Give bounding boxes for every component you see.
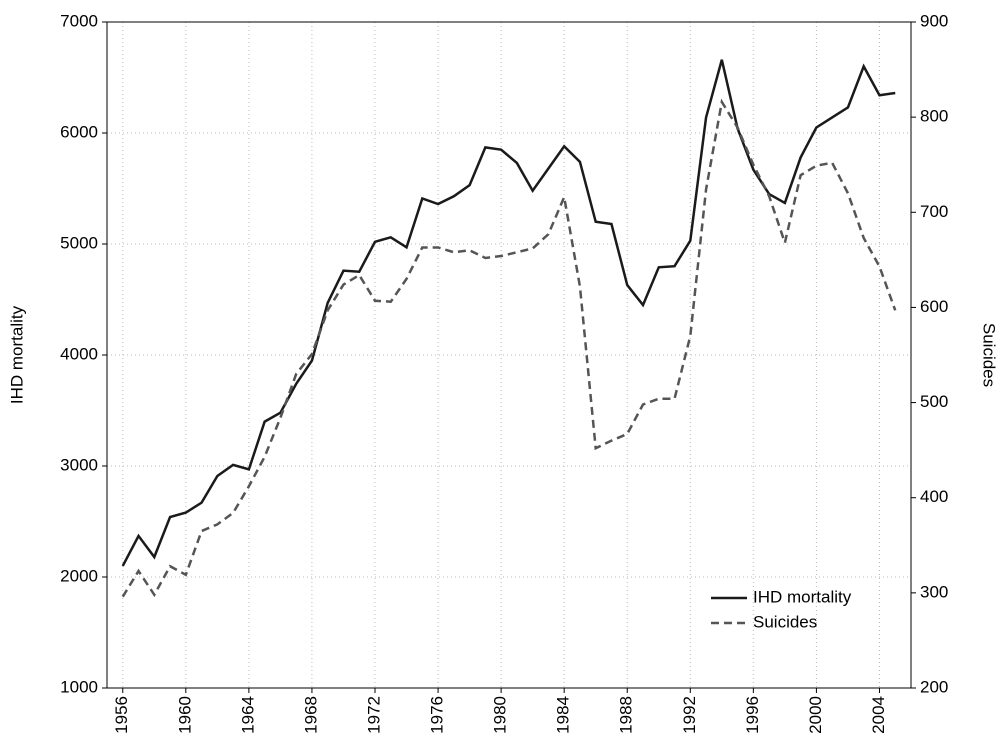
y-tick-label: 3000	[60, 455, 98, 474]
y-tick-label: 4000	[60, 344, 98, 363]
y2-tick-label: 900	[920, 11, 948, 30]
x-tick-label: 1968	[301, 696, 320, 734]
plot-frame	[106, 21, 912, 689]
y2-axis-label: Suicides	[980, 323, 999, 387]
x-tick-label: 1996	[743, 696, 762, 734]
y-axis-label: IHD mortality	[7, 305, 26, 404]
y-tick-label: 1000	[60, 677, 98, 696]
x-tick-label: 2000	[806, 696, 825, 734]
x-tick-label: 1976	[428, 696, 447, 734]
x-tick-label: 1964	[238, 696, 257, 734]
y-tick-label: 5000	[60, 233, 98, 252]
x-tick-label: 1992	[680, 696, 699, 734]
y2-tick-label: 200	[920, 677, 948, 696]
y2-tick-label: 400	[920, 487, 948, 506]
x-tick-label: 1980	[491, 696, 510, 734]
x-tick-label: 1988	[617, 696, 636, 734]
legend-label: Suicides	[753, 612, 817, 631]
y2-tick-label: 500	[920, 392, 948, 411]
y2-tick-label: 700	[920, 202, 948, 221]
x-tick-label: 1956	[112, 696, 131, 734]
legend-label: IHD mortality	[753, 587, 852, 606]
y-tick-label: 7000	[60, 11, 98, 30]
y2-tick-label: 300	[920, 582, 948, 601]
x-tick-label: 1972	[364, 696, 383, 734]
line-series	[121, 98, 897, 598]
x-tick-label: 2004	[869, 696, 888, 734]
y2-tick-label: 600	[920, 297, 948, 316]
x-tick-label: 1984	[554, 696, 573, 734]
x-tick-label: 1960	[175, 696, 194, 734]
line-series	[121, 59, 896, 567]
y-tick-label: 2000	[60, 566, 98, 585]
y2-tick-label: 800	[920, 107, 948, 126]
y-tick-label: 6000	[60, 122, 98, 141]
